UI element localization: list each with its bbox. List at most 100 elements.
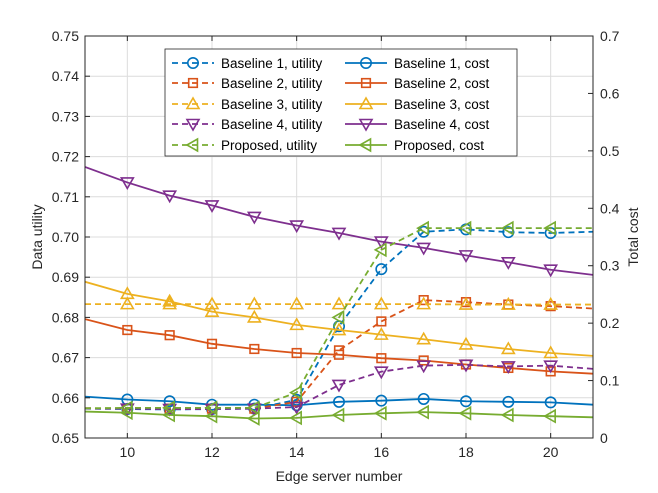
- legend-marker: [358, 118, 374, 132]
- y-left-tick-label: 0.72: [52, 149, 79, 165]
- data-point: [289, 296, 305, 310]
- legend-label: Baseline 3, cost: [394, 97, 490, 112]
- series-baseline-3-cost: [85, 280, 593, 359]
- y-right-tick-label: 0.3: [600, 258, 620, 274]
- y-right-tick-label: 0.7: [600, 28, 620, 44]
- legend-entry: Proposed, utility: [172, 137, 317, 153]
- legend-entry: Baseline 1, cost: [345, 56, 490, 71]
- series-line: [85, 410, 593, 420]
- data-point: [376, 353, 387, 364]
- data-point: [500, 407, 514, 423]
- data-point: [204, 200, 220, 214]
- data-point: [289, 410, 302, 426]
- data-point: [543, 264, 559, 278]
- data-point: [249, 343, 260, 355]
- y-left-tick-label: 0.74: [52, 68, 79, 84]
- legend-marker: [358, 137, 372, 153]
- data-point: [458, 359, 474, 373]
- data-point: [331, 322, 347, 336]
- x-tick-label: 20: [543, 444, 559, 460]
- series-proposed-utility: [85, 220, 593, 416]
- legend-entry: Baseline 4, utility: [172, 117, 323, 132]
- x-tick-label: 12: [204, 444, 220, 460]
- data-point: [162, 407, 175, 423]
- data-point: [375, 263, 388, 276]
- data-point: [458, 336, 474, 350]
- data-point: [545, 366, 556, 377]
- legend-entry: Baseline 3, utility: [172, 96, 323, 112]
- data-point: [331, 379, 347, 393]
- legend-label: Baseline 1, cost: [394, 56, 490, 71]
- data-point: [162, 400, 175, 416]
- data-point: [119, 405, 133, 421]
- legend-marker: [187, 56, 200, 69]
- data-point: [204, 400, 218, 416]
- y-right-tick-label: 0.1: [600, 373, 620, 389]
- data-point: [332, 395, 345, 408]
- data-point: [416, 220, 429, 236]
- data-point: [373, 366, 389, 380]
- data-point: [500, 256, 516, 270]
- data-point: [246, 309, 262, 323]
- data-point: [543, 408, 556, 424]
- data-point: [458, 220, 472, 236]
- data-point: [373, 405, 387, 421]
- data-point: [416, 296, 432, 310]
- data-point: [376, 316, 387, 327]
- data-point: [416, 404, 429, 420]
- y-left-tick-label: 0.68: [52, 309, 79, 325]
- legend-marker: [185, 137, 199, 153]
- data-point: [500, 341, 516, 355]
- y-right-tick-label: 0.2: [600, 315, 620, 331]
- x-axis-ticks: 10 12 14 16 18 20: [120, 36, 559, 460]
- data-point: [333, 349, 345, 360]
- legend-marker: [358, 96, 374, 110]
- legend-marker: [185, 118, 201, 132]
- data-point: [162, 293, 178, 307]
- data-point: [458, 296, 474, 310]
- y-left-tick-label: 0.73: [52, 108, 79, 124]
- y-axis-right-label: Total cost: [625, 207, 641, 266]
- y-left-tick-label: 0.71: [52, 189, 79, 205]
- data-point: [289, 385, 302, 400]
- legend-label: Baseline 1, utility: [221, 56, 323, 71]
- x-tick-label: 16: [374, 444, 390, 460]
- data-point: [331, 227, 347, 241]
- data-point: [289, 220, 305, 234]
- x-tick-label: 10: [120, 444, 136, 460]
- data-point: [500, 220, 514, 236]
- series-line: [85, 318, 593, 375]
- legend-label: Baseline 4, utility: [221, 117, 323, 132]
- data-point: [291, 347, 302, 359]
- data-point: [543, 360, 559, 374]
- data-point: [331, 296, 347, 310]
- legend-entry: Baseline 2, utility: [172, 76, 323, 91]
- y-right-tick-label: 0.5: [600, 143, 620, 159]
- data-point: [373, 327, 389, 340]
- y-axis-left-label: Data utility: [29, 204, 45, 269]
- legend-entry: Baseline 1, utility: [172, 56, 323, 71]
- series-line: [85, 363, 593, 410]
- data-point: [500, 296, 516, 310]
- data-point: [246, 296, 262, 310]
- data-point: [289, 317, 305, 331]
- legend-label: Proposed, utility: [221, 138, 317, 153]
- data-point: [119, 177, 135, 191]
- data-point: [204, 304, 220, 317]
- data-point: [119, 296, 135, 310]
- legend-label: Baseline 4, cost: [394, 117, 490, 132]
- legend-label: Proposed, cost: [394, 138, 484, 153]
- data-point: [331, 310, 345, 325]
- data-point: [206, 338, 218, 349]
- series-line: [85, 395, 593, 407]
- y-axis-right-ticks: 0 0.1 0.2 0.3 0.4 0.5 0.6 0.7: [588, 28, 620, 446]
- data-point: [204, 408, 218, 424]
- y-left-tick-label: 0.69: [52, 269, 79, 285]
- data-point: [543, 296, 559, 310]
- data-point: [373, 236, 389, 250]
- data-point: [459, 395, 472, 408]
- data-point: [416, 331, 432, 345]
- data-point: [246, 400, 260, 416]
- x-tick-label: 14: [289, 444, 305, 460]
